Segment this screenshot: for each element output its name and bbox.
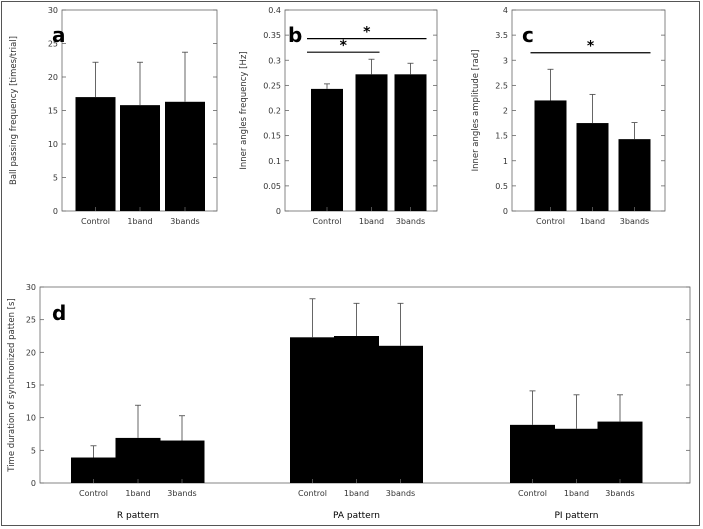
xtick-label: 3bands [167, 489, 196, 498]
y-axis-label: Inner angles frequency [Hz] [239, 51, 249, 169]
ytick-label: 3 [503, 56, 508, 65]
ytick-label: 0.05 [263, 182, 281, 191]
bar [334, 336, 379, 483]
y-axis-label: Time duration of synchronized patten [s] [7, 298, 17, 472]
xtick-label: Control [536, 217, 565, 226]
ytick-label: 1.5 [495, 132, 508, 141]
xtick-label: 1band [344, 489, 369, 498]
xtick-label: Control [81, 217, 110, 226]
bar [71, 457, 116, 483]
ytick-label: 0.25 [263, 81, 281, 90]
ytick-label: 25 [26, 316, 36, 325]
ytick-label: 4 [503, 6, 508, 15]
xtick-label: Control [298, 489, 327, 498]
bar [355, 74, 388, 211]
panel-letter: c [522, 23, 534, 47]
ytick-label: 30 [48, 6, 58, 15]
ytick-label: 15 [26, 381, 36, 390]
bar [394, 74, 427, 211]
xtick-label: 1band [359, 217, 384, 226]
bar [311, 88, 343, 211]
xtick-label: 3bands [620, 217, 649, 226]
bar [510, 424, 555, 483]
xtick-label: 1band [564, 489, 589, 498]
ytick-label: 25 [48, 40, 58, 49]
ytick-label: 3.5 [495, 31, 508, 40]
ytick-label: 0.4 [268, 6, 281, 15]
ytick-label: 10 [26, 414, 36, 423]
xtick-label: 3bands [396, 217, 425, 226]
bar [75, 97, 116, 211]
panel-letter: a [52, 23, 66, 47]
ytick-label: 15 [48, 107, 58, 116]
ytick-label: 0.5 [495, 182, 508, 191]
ytick-label: 0 [53, 207, 58, 216]
group-label: PA pattern [333, 511, 380, 521]
panel-letter: d [52, 301, 66, 325]
bar [597, 421, 643, 483]
xtick-label: Control [313, 217, 342, 226]
bar [115, 437, 161, 483]
xtick-label: 3bands [170, 217, 199, 226]
bar [165, 101, 205, 211]
xtick-label: 1band [127, 217, 152, 226]
ytick-label: 0.35 [263, 31, 281, 40]
ytick-label: 2 [503, 107, 508, 116]
xtick-label: 1band [125, 489, 150, 498]
significance-marker: * [340, 38, 348, 54]
xtick-label: Control [518, 489, 547, 498]
ytick-label: 0.2 [268, 107, 281, 116]
ytick-label: 0 [31, 479, 36, 488]
bar [534, 100, 567, 211]
significance-marker: * [587, 39, 595, 55]
ytick-label: 30 [26, 283, 36, 292]
bar [159, 440, 205, 483]
ytick-label: 5 [53, 174, 58, 183]
ytick-label: 0.1 [268, 157, 281, 166]
ytick-label: 0.3 [268, 56, 281, 65]
bar [290, 337, 335, 483]
ytick-label: 2.5 [495, 81, 508, 90]
ytick-label: 0 [276, 207, 281, 216]
ytick-label: 1 [503, 157, 508, 166]
significance-marker: * [363, 25, 371, 41]
xtick-label: 3bands [386, 489, 415, 498]
xtick-label: 3bands [605, 489, 634, 498]
bar [378, 345, 423, 483]
xtick-label: Control [79, 489, 108, 498]
y-axis-label: Ball passing frequency [times/trial] [9, 36, 19, 185]
group-label: R pattern [117, 511, 159, 521]
bar [554, 428, 599, 483]
ytick-label: 0 [503, 207, 508, 216]
y-axis-label: Inner angles amplitude [rad] [471, 50, 481, 172]
ytick-label: 0.15 [263, 132, 281, 141]
bar [618, 139, 651, 211]
ytick-label: 10 [48, 140, 58, 149]
xtick-label: 1band [580, 217, 605, 226]
ytick-label: 20 [48, 73, 58, 82]
group-label: PI pattern [554, 511, 598, 521]
bar [120, 105, 160, 211]
bar [576, 123, 609, 211]
ytick-label: 20 [26, 348, 36, 357]
ytick-label: 5 [31, 446, 36, 455]
panel-letter: b [288, 23, 302, 47]
